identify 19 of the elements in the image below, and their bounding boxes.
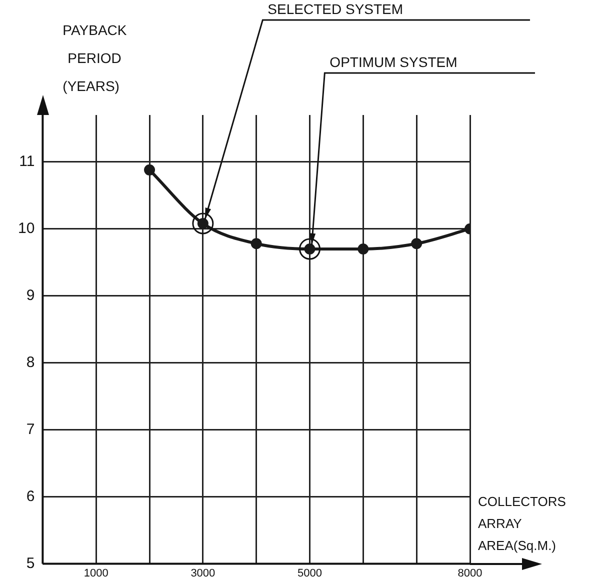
y-tick-label: 11 [19, 153, 35, 170]
y-tick-label: 5 [26, 554, 35, 572]
point [250, 238, 262, 250]
point [144, 164, 156, 176]
x-tick-label: 3000 [190, 567, 216, 580]
x-tick-label: 8000 [458, 567, 482, 580]
x-tick-label: 5000 [298, 567, 322, 580]
point [358, 243, 369, 254]
y-tick-label: 6 [26, 488, 35, 505]
point [411, 238, 422, 250]
annotation: OPTIMUM SYSTEM [330, 54, 458, 70]
annotation: SELECTED SYSTEM [268, 1, 404, 17]
y-tick-label: 8 [26, 354, 35, 371]
x-tick-label: 1000 [84, 567, 108, 580]
y-tick-label: 10 [18, 220, 35, 238]
y-tick-label: 9 [26, 287, 35, 304]
x-axis-title: COLLECTORS ARRAY AREA(Sq.M.) [478, 494, 566, 553]
y-tick-label: 7 [26, 420, 35, 438]
y-axis-title: PAYBACK PERIOD (YEARS) [62, 22, 128, 94]
